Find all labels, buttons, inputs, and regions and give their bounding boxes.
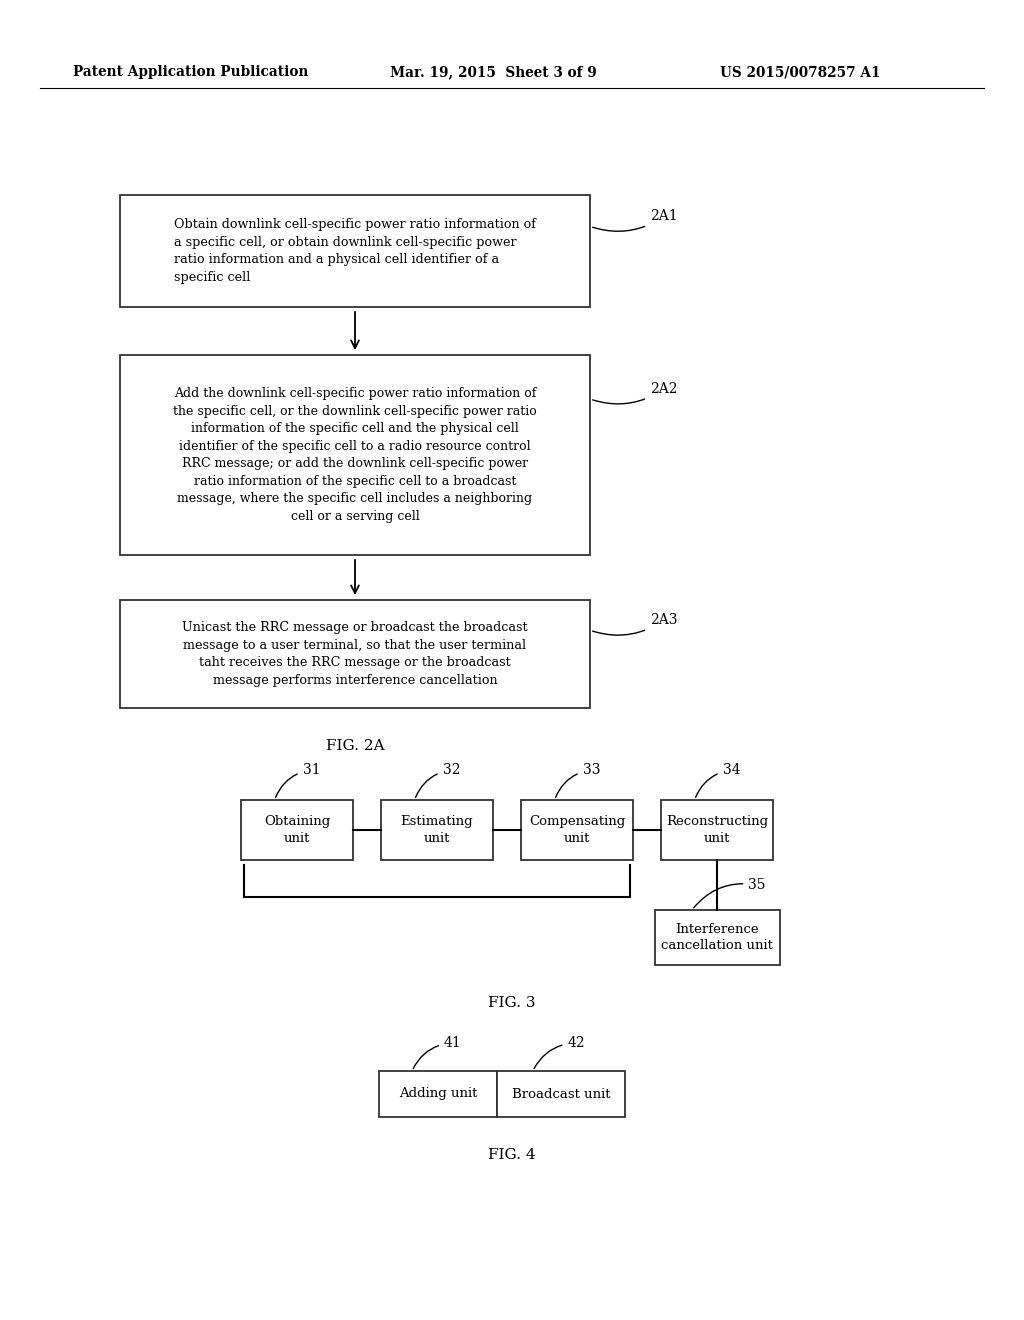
Bar <box>497 1071 625 1117</box>
Text: Mar. 19, 2015  Sheet 3 of 9: Mar. 19, 2015 Sheet 3 of 9 <box>390 65 597 79</box>
Text: 31: 31 <box>275 763 321 797</box>
Text: Compensating
unit: Compensating unit <box>528 816 625 845</box>
Bar <box>120 195 590 308</box>
Text: Reconstructing
unit: Reconstructing unit <box>666 816 768 845</box>
Bar <box>120 601 590 708</box>
Bar <box>654 909 779 965</box>
Text: FIG. 3: FIG. 3 <box>488 997 536 1010</box>
Text: FIG. 2A: FIG. 2A <box>326 739 384 752</box>
Text: US 2015/0078257 A1: US 2015/0078257 A1 <box>720 65 881 79</box>
Text: Adding unit: Adding unit <box>398 1088 477 1101</box>
Bar <box>120 355 590 554</box>
Text: 32: 32 <box>416 763 460 797</box>
Bar <box>241 800 353 861</box>
Text: FIG. 4: FIG. 4 <box>488 1148 536 1162</box>
Text: Estimating
unit: Estimating unit <box>400 816 473 845</box>
Bar <box>521 800 633 861</box>
Bar <box>662 800 773 861</box>
Bar <box>381 800 493 861</box>
Text: 2A3: 2A3 <box>593 614 678 635</box>
Text: 34: 34 <box>695 763 740 797</box>
Bar <box>379 1071 497 1117</box>
Text: Obtaining
unit: Obtaining unit <box>264 816 330 845</box>
Text: Unicast the RRC message or broadcast the broadcast
message to a user terminal, s: Unicast the RRC message or broadcast the… <box>182 622 527 686</box>
Text: 35: 35 <box>693 878 766 908</box>
Text: Obtain downlink cell-specific power ratio information of
a specific cell, or obt: Obtain downlink cell-specific power rati… <box>174 218 536 284</box>
Text: 2A2: 2A2 <box>593 381 678 404</box>
Text: 41: 41 <box>414 1036 462 1068</box>
Text: 2A1: 2A1 <box>593 210 678 231</box>
Text: 42: 42 <box>535 1036 585 1068</box>
Text: Interference
cancellation unit: Interference cancellation unit <box>662 923 773 952</box>
Text: 33: 33 <box>556 763 600 797</box>
Text: Add the downlink cell-specific power ratio information of
the specific cell, or : Add the downlink cell-specific power rat… <box>173 387 537 523</box>
Text: Patent Application Publication: Patent Application Publication <box>73 65 308 79</box>
Text: Broadcast unit: Broadcast unit <box>512 1088 610 1101</box>
